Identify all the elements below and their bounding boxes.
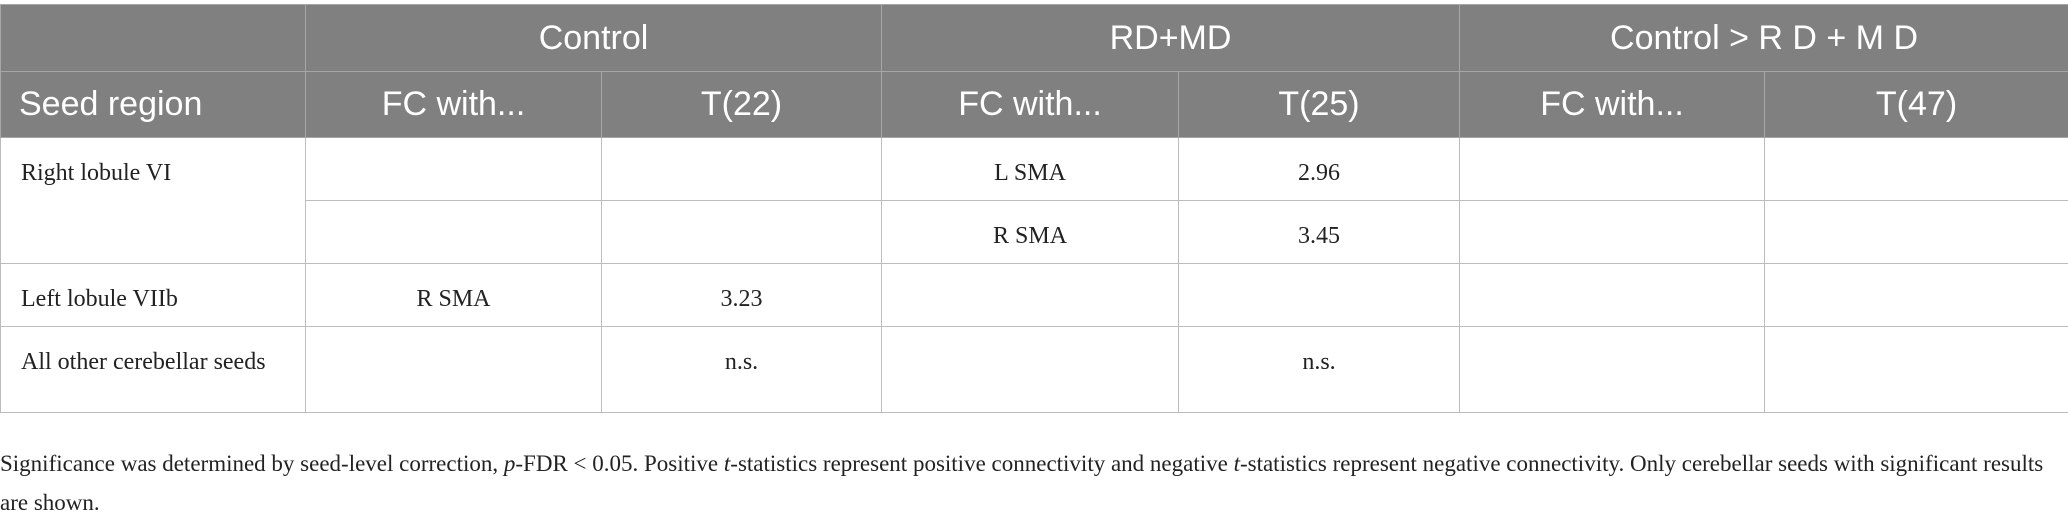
table-cell: 3.23 bbox=[600, 263, 883, 327]
header-group-rd-md: RD+MD bbox=[881, 4, 1461, 72]
seed-cell: All other cerebellar seeds bbox=[0, 326, 306, 413]
table-cell: n.s. bbox=[600, 326, 883, 413]
table-footnote: Significance was determined by seed-leve… bbox=[0, 444, 2060, 522]
table-cell bbox=[1459, 263, 1766, 327]
table-cell bbox=[1764, 263, 2068, 327]
table-cell bbox=[1178, 263, 1461, 327]
table-cell bbox=[600, 200, 883, 264]
header-fc-rd-md: FC with... bbox=[881, 71, 1180, 138]
header-group-contrast: Control > R D + M D bbox=[1459, 4, 2068, 72]
footnote-italic-p: p bbox=[503, 451, 516, 476]
header-fc-contrast: FC with... bbox=[1459, 71, 1766, 138]
table-cell bbox=[305, 137, 602, 201]
table-cell bbox=[1459, 200, 1766, 264]
table-cell: L SMA bbox=[881, 137, 1180, 201]
table-cell bbox=[305, 200, 602, 264]
results-table: Control RD+MD Control > R D + M D Seed r… bbox=[0, 4, 2068, 413]
header-t-rd-md: T(25) bbox=[1178, 71, 1461, 138]
header-row-groups: Control RD+MD Control > R D + M D bbox=[0, 4, 2068, 72]
header-corner bbox=[0, 4, 306, 72]
table-cell bbox=[1764, 200, 2068, 264]
table-cell bbox=[305, 326, 602, 413]
table-cell: R SMA bbox=[881, 200, 1180, 264]
seed-cell: Left lobule VIIb bbox=[0, 263, 306, 327]
header-t-control: T(22) bbox=[600, 71, 883, 138]
table-row: All other cerebellar seeds n.s. n.s. bbox=[0, 326, 2068, 413]
header-seed-region: Seed region bbox=[0, 71, 306, 138]
header-row-columns: Seed region FC with... T(22) FC with... … bbox=[0, 71, 2068, 138]
table-cell bbox=[881, 263, 1180, 327]
table-cell: n.s. bbox=[1178, 326, 1461, 413]
header-group-control: Control bbox=[304, 4, 883, 72]
footnote-text: -statistics represent negative connectiv… bbox=[0, 451, 2044, 515]
table-row: R SMA 3.45 bbox=[1, 200, 2068, 264]
footnote-text: Significance was determined by seed-leve… bbox=[0, 451, 504, 476]
table-row: Right lobule VI L SMA 2.96 bbox=[0, 137, 2068, 264]
table-cell bbox=[1764, 326, 2068, 413]
header-fc-control: FC with... bbox=[305, 71, 602, 138]
table-cell bbox=[881, 326, 1180, 413]
table-cell bbox=[1459, 137, 1766, 201]
footnote-italic-t: t bbox=[1233, 451, 1240, 476]
table-cell: R SMA bbox=[305, 263, 602, 327]
table-cell bbox=[1764, 137, 2068, 201]
header-t-contrast: T(47) bbox=[1764, 71, 2068, 138]
table-cell bbox=[600, 137, 883, 201]
table-cell: 2.96 bbox=[1178, 137, 1461, 201]
table-row: Left lobule VIIb R SMA 3.23 bbox=[0, 263, 2068, 327]
footnote-italic-t: t bbox=[723, 451, 731, 476]
table-cell bbox=[1459, 326, 1766, 413]
footnote-text: -statistics represent positive connectiv… bbox=[730, 451, 1234, 476]
footnote-text: -FDR < 0.05. Positive bbox=[515, 451, 724, 476]
table-cell: 3.45 bbox=[1178, 200, 1461, 264]
seed-cell: Right lobule VI bbox=[0, 137, 306, 264]
